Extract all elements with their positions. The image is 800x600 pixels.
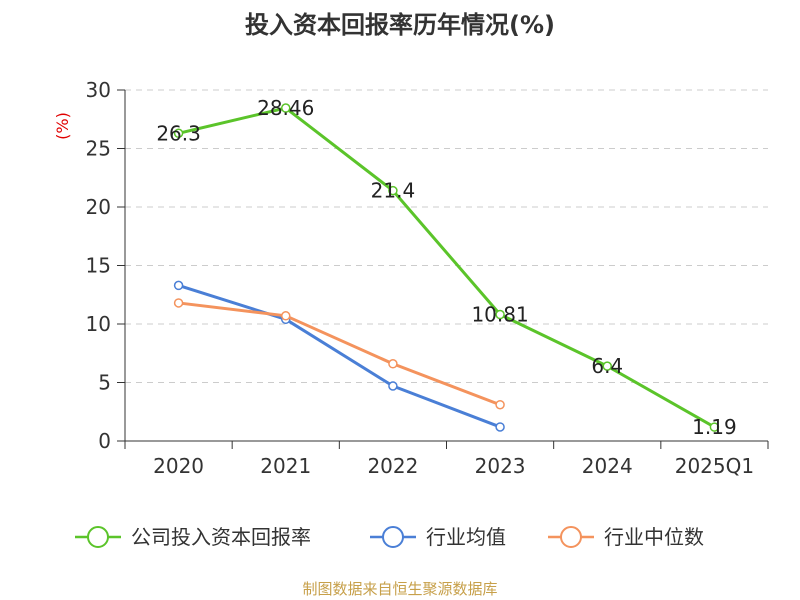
y-tick-label: 5 bbox=[98, 371, 111, 395]
chart-title: 投入资本回报率历年情况(%) bbox=[245, 11, 555, 39]
legend-label: 行业中位数 bbox=[604, 525, 704, 549]
axes: 0 5 10 15 20 25 30 2020 2021 2022 2023 2024 2025Q1 bbox=[86, 78, 769, 478]
y-tick-label: 25 bbox=[86, 137, 111, 161]
data-label: 6.4 bbox=[591, 354, 623, 378]
legend-item[interactable]: 公司投入资本回报率 bbox=[75, 525, 311, 549]
data-label: 1.19 bbox=[692, 415, 737, 439]
legend-item[interactable]: 行业均值 bbox=[370, 525, 506, 549]
x-tick-label: 2021 bbox=[260, 454, 311, 478]
y-tick-label: 15 bbox=[86, 254, 111, 278]
data-label: 10.81 bbox=[471, 303, 528, 327]
data-label: 26.3 bbox=[156, 121, 201, 145]
data-point[interactable] bbox=[495, 399, 505, 410]
y-tick-label: 30 bbox=[86, 78, 111, 102]
x-tick-label: 2023 bbox=[475, 454, 526, 478]
series-layer bbox=[173, 103, 720, 432]
series-1 bbox=[173, 103, 720, 432]
data-point[interactable] bbox=[709, 422, 720, 432]
y-axis-label: (%) bbox=[53, 112, 72, 140]
data-label: 28.46 bbox=[257, 96, 314, 120]
legend-marker bbox=[87, 526, 109, 548]
series-2 bbox=[173, 280, 505, 432]
legend-label: 公司投入资本回报率 bbox=[131, 525, 311, 549]
grid-lines bbox=[125, 89, 768, 383]
legend-label: 行业均值 bbox=[426, 525, 506, 549]
data-point[interactable] bbox=[388, 359, 398, 369]
series-line bbox=[178, 301, 501, 407]
legend-item[interactable]: 行业中位数 bbox=[548, 525, 704, 549]
x-tick-label: 2022 bbox=[367, 454, 418, 478]
legend-marker bbox=[560, 526, 582, 548]
legend[interactable]: 公司投入资本回报率 行业均值 行业中位数 bbox=[75, 525, 704, 549]
series-line bbox=[178, 283, 501, 429]
series-line bbox=[178, 106, 716, 429]
data-point[interactable] bbox=[388, 381, 398, 391]
data-point[interactable] bbox=[495, 309, 505, 320]
data-point[interactable] bbox=[173, 128, 184, 139]
data-point[interactable] bbox=[281, 103, 291, 113]
y-tick-label: 10 bbox=[86, 312, 111, 336]
series-3 bbox=[173, 298, 505, 410]
x-tick-label: 2025Q1 bbox=[675, 454, 754, 478]
x-tick-label: 2024 bbox=[582, 454, 633, 478]
x-tick-label: 2020 bbox=[153, 454, 204, 478]
source-note: 制图数据来自恒生聚源数据库 bbox=[302, 580, 497, 598]
data-point[interactable] bbox=[388, 185, 398, 196]
data-point[interactable] bbox=[173, 280, 184, 291]
legend-marker bbox=[382, 526, 404, 548]
y-tick-label: 20 bbox=[86, 195, 111, 219]
data-point[interactable] bbox=[602, 361, 612, 371]
data-labels: 26.3 28.46 21.4 10.81 6.4 1.19 bbox=[156, 96, 736, 439]
y-tick-label: 0 bbox=[98, 429, 111, 453]
data-label: 21.4 bbox=[371, 179, 416, 203]
data-point[interactable] bbox=[281, 311, 291, 321]
data-point[interactable] bbox=[173, 298, 184, 308]
data-point[interactable] bbox=[495, 422, 505, 432]
